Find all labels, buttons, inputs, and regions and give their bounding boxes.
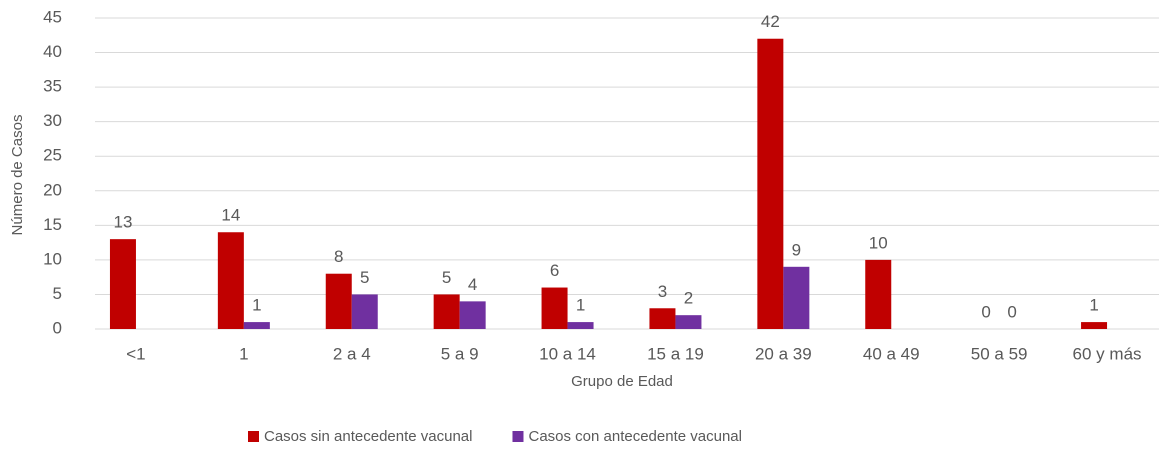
bar	[649, 308, 676, 329]
legend-label: Casos sin antecedente vacunal	[264, 428, 472, 445]
y-tick-label: 20	[43, 180, 62, 199]
legend-swatch	[248, 431, 259, 442]
data-label: 4	[468, 275, 477, 294]
x-tick-label: 2 a 4	[333, 344, 371, 363]
data-label: 1	[1089, 296, 1098, 315]
bar	[1081, 322, 1108, 329]
bar	[243, 322, 270, 329]
y-tick-label: 40	[43, 42, 62, 61]
data-label: 6	[550, 261, 559, 280]
bar	[351, 294, 378, 329]
x-tick-label: 60 y más	[1073, 344, 1142, 363]
data-label: 2	[684, 289, 693, 308]
data-label: 1	[576, 296, 585, 315]
bar	[757, 38, 784, 329]
bar	[109, 239, 136, 329]
data-label: 8	[334, 247, 343, 266]
y-tick-label: 45	[43, 7, 62, 26]
y-tick-label: 30	[43, 111, 62, 130]
y-tick-label: 0	[53, 318, 62, 337]
data-label: 10	[869, 233, 888, 252]
legend-label: Casos con antecedente vacunal	[528, 428, 741, 445]
bar	[541, 287, 568, 329]
x-tick-label: 50 a 59	[971, 344, 1028, 363]
data-label: 14	[221, 206, 240, 225]
data-label: 13	[113, 213, 132, 232]
bar	[783, 266, 810, 329]
x-tick-label: 1	[239, 344, 248, 363]
bar	[865, 259, 892, 329]
data-label: 5	[442, 268, 451, 287]
bar	[675, 315, 702, 329]
data-label: 1	[252, 296, 261, 315]
data-label: 9	[792, 240, 801, 259]
y-tick-label: 15	[43, 215, 62, 234]
bar	[567, 322, 594, 329]
y-tick-label: 35	[43, 77, 62, 96]
data-label: 42	[761, 12, 780, 31]
x-tick-label: <1	[126, 344, 145, 363]
data-label: 0	[981, 302, 990, 321]
x-tick-label: 5 a 9	[441, 344, 479, 363]
legend-swatch	[512, 431, 524, 442]
bar	[433, 294, 460, 329]
y-tick-label: 5	[53, 284, 62, 303]
data-label: 5	[360, 268, 369, 287]
y-axis-title: Número de Casos	[9, 115, 26, 236]
bar	[325, 273, 352, 329]
x-tick-label: 10 a 14	[539, 344, 596, 363]
data-label: 3	[658, 282, 667, 301]
bar	[459, 301, 486, 329]
y-tick-label: 25	[43, 146, 62, 165]
data-label: 0	[1007, 302, 1016, 321]
x-tick-label: 15 a 19	[647, 344, 704, 363]
x-tick-label: 40 a 49	[863, 344, 920, 363]
x-tick-label: 20 a 39	[755, 344, 812, 363]
y-tick-label: 10	[43, 249, 62, 268]
x-axis-title: Grupo de Edad	[571, 373, 673, 390]
bar	[217, 232, 244, 329]
